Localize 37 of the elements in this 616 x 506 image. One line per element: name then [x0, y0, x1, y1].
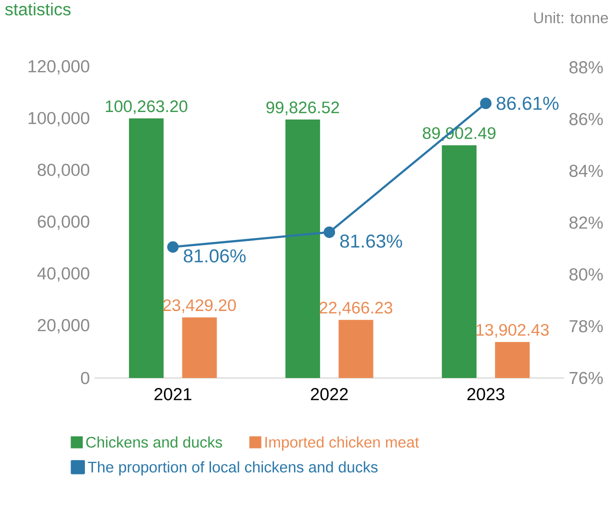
y-tick-label: 20,000	[38, 319, 90, 334]
point	[324, 226, 336, 238]
data-label: 100,263.20	[106, 100, 188, 114]
y2-tick-label: 78%	[570, 320, 603, 332]
x-tick-label: 2022	[310, 388, 348, 400]
chart-title: statistics	[5, 2, 71, 16]
data-label: 86.61%	[496, 96, 559, 110]
y-tick-label: 40,000	[37, 267, 90, 282]
y2-tick-label: 82%	[569, 216, 603, 229]
y2-tick-label: 80%	[569, 268, 603, 281]
bar	[495, 342, 530, 378]
y2-tick-label: 84%	[569, 164, 603, 178]
data-label: 81.06%	[184, 249, 246, 262]
x-tick-label: 2021	[154, 388, 192, 400]
x-tick-label: 2023	[467, 388, 504, 400]
y-tick-label: 120,000	[28, 60, 90, 74]
point	[480, 98, 492, 110]
data-label: 13,902.43	[476, 324, 549, 338]
legend-label: The proportion of local chickens and ducks	[88, 461, 378, 476]
y-tick-label: 0	[80, 372, 90, 384]
text: Unit: tonne	[534, 12, 608, 24]
bar	[285, 120, 320, 378]
y-tick-label: 60,000	[38, 215, 90, 230]
y-tick-label: 80,000	[38, 164, 90, 178]
point	[167, 241, 179, 253]
data-label: 99,826.52	[266, 102, 339, 116]
y2-tick-label: 76%	[570, 372, 603, 384]
bar	[338, 320, 374, 378]
bar	[128, 118, 164, 378]
bar	[442, 145, 477, 378]
y2-tick-label: 86%	[569, 112, 603, 126]
data-label: 81.63%	[340, 234, 402, 248]
y-tick-label: 100,000	[28, 112, 90, 126]
bar	[182, 317, 217, 378]
y2-tick-label: 88%	[569, 61, 603, 74]
legend-label: Imported chicken meat	[265, 436, 419, 451]
legend-label: Chickens and ducks	[86, 436, 222, 448]
